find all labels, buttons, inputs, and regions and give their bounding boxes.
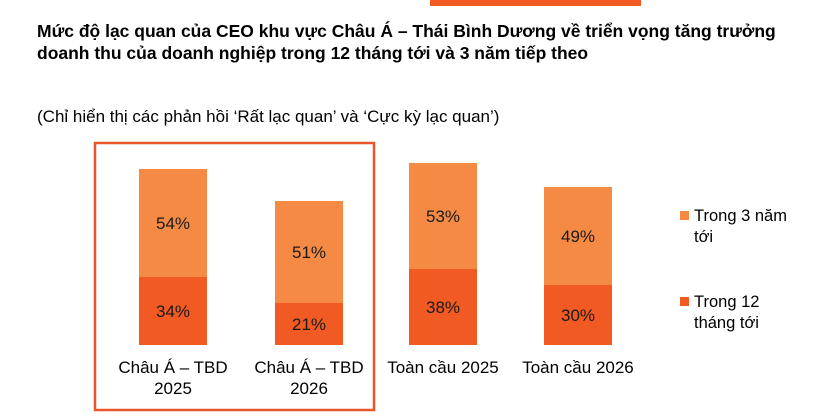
bar-3-years-0 <box>139 169 207 277</box>
chart-subtitle: (Chỉ hiển thị các phản hồi ‘Rất lạc quan… <box>37 107 500 126</box>
legend-label: Trong 12 <box>694 293 759 311</box>
bar-12-months-0 <box>139 277 207 345</box>
legend-swatch-3-years <box>680 211 689 220</box>
bar-value-label: 34% <box>156 302 190 321</box>
bar-12-months-3 <box>544 285 612 345</box>
bar-value-label: 49% <box>561 227 595 246</box>
bar-value-label: 54% <box>156 214 190 233</box>
category-label: 2026 <box>290 379 328 398</box>
top-accent-bar <box>430 0 641 6</box>
bar-value-label: 30% <box>561 306 595 325</box>
category-label: Toàn cầu 2025 <box>387 358 499 377</box>
bar-3-years-2 <box>409 163 477 269</box>
legend-label: tới <box>694 228 713 246</box>
bar-3-years-1 <box>275 201 343 303</box>
bar-value-label: 38% <box>426 298 460 317</box>
category-label: Châu Á – TBD <box>254 358 363 377</box>
category-label: 2025 <box>154 379 192 398</box>
legend-swatch-12-months <box>680 297 689 306</box>
bar-value-label: 21% <box>292 315 326 334</box>
legend-label: Trong 3 năm <box>694 207 787 225</box>
bar-12-months-1 <box>275 303 343 345</box>
bar-12-months-2 <box>409 269 477 345</box>
legend-label: tháng tới <box>694 314 759 332</box>
highlight-box <box>93 141 376 412</box>
bar-3-years-3 <box>544 187 612 285</box>
bar-value-label: 51% <box>292 243 326 262</box>
chart-title: Mức độ lạc quan của CEO khu vực Châu Á –… <box>37 21 776 63</box>
category-label: Toàn cầu 2026 <box>522 358 634 377</box>
bar-value-label: 53% <box>426 207 460 226</box>
category-label: Châu Á – TBD <box>118 358 227 377</box>
